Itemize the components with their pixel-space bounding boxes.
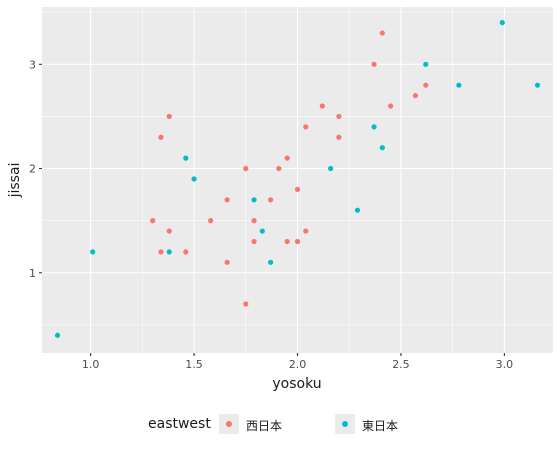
data-point bbox=[251, 218, 257, 224]
data-point bbox=[243, 301, 249, 307]
y-tick-label: 3 bbox=[29, 58, 36, 71]
data-point bbox=[423, 61, 429, 67]
data-points bbox=[54, 20, 541, 338]
scatter-plot: 1.0 1.5 2.0 2.5 3.0 1 2 3 yosoku jissai bbox=[7, 7, 553, 392]
data-point bbox=[208, 218, 214, 224]
legend-title: eastwest bbox=[148, 416, 211, 432]
legend-key-west bbox=[219, 414, 239, 434]
legend-label-west: 西日本 bbox=[246, 419, 283, 433]
data-point bbox=[379, 30, 385, 36]
data-point bbox=[294, 186, 301, 192]
data-point bbox=[268, 197, 274, 203]
data-point bbox=[251, 238, 257, 245]
data-point bbox=[90, 249, 96, 255]
data-point bbox=[319, 103, 325, 109]
data-point bbox=[259, 228, 265, 234]
legend-label-east: 東日本 bbox=[362, 419, 399, 433]
data-point bbox=[276, 165, 282, 172]
x-tick-label: 2.0 bbox=[289, 358, 307, 371]
data-point bbox=[336, 113, 342, 120]
data-point bbox=[166, 113, 172, 120]
data-point bbox=[158, 249, 164, 255]
data-point bbox=[224, 197, 230, 203]
data-point bbox=[354, 207, 361, 213]
data-point bbox=[158, 134, 164, 140]
data-point bbox=[303, 124, 309, 130]
legend-dot-west bbox=[226, 421, 232, 427]
data-point bbox=[328, 165, 334, 172]
data-point bbox=[534, 82, 541, 88]
data-point bbox=[166, 228, 172, 234]
data-point bbox=[251, 197, 257, 203]
x-tick-label: 3.0 bbox=[496, 358, 514, 371]
data-point bbox=[268, 259, 274, 265]
legend-dot-east bbox=[342, 421, 348, 427]
legend: eastwest 西日本 東日本 bbox=[0, 412, 560, 438]
data-point bbox=[423, 82, 429, 88]
data-point bbox=[243, 165, 249, 172]
data-point bbox=[183, 249, 189, 255]
x-axis-ticks: 1.0 1.5 2.0 2.5 3.0 bbox=[82, 353, 513, 371]
data-point bbox=[284, 155, 290, 161]
data-point bbox=[224, 259, 230, 265]
data-point bbox=[371, 124, 377, 130]
data-point bbox=[456, 82, 462, 88]
data-point bbox=[150, 218, 156, 224]
y-axis-ticks: 1 2 3 bbox=[29, 58, 42, 280]
data-point bbox=[294, 238, 301, 245]
y-tick-label: 2 bbox=[29, 163, 36, 176]
y-tick-label: 1 bbox=[29, 267, 36, 280]
data-point bbox=[284, 238, 290, 245]
data-point bbox=[336, 134, 342, 140]
data-point bbox=[379, 145, 385, 151]
y-axis-title: jissai bbox=[7, 163, 23, 199]
data-point bbox=[166, 249, 172, 255]
legend-key-east bbox=[335, 414, 355, 434]
x-tick-label: 2.5 bbox=[392, 358, 410, 371]
data-point bbox=[303, 228, 309, 234]
data-point bbox=[191, 176, 197, 182]
data-point bbox=[499, 20, 505, 26]
data-point bbox=[412, 92, 419, 99]
data-point bbox=[371, 61, 377, 67]
x-tick-label: 1.5 bbox=[185, 358, 203, 371]
data-point bbox=[54, 332, 61, 338]
x-tick-label: 1.0 bbox=[82, 358, 100, 371]
data-point bbox=[183, 155, 189, 161]
data-point bbox=[387, 103, 394, 109]
x-axis-title: yosoku bbox=[272, 376, 321, 392]
